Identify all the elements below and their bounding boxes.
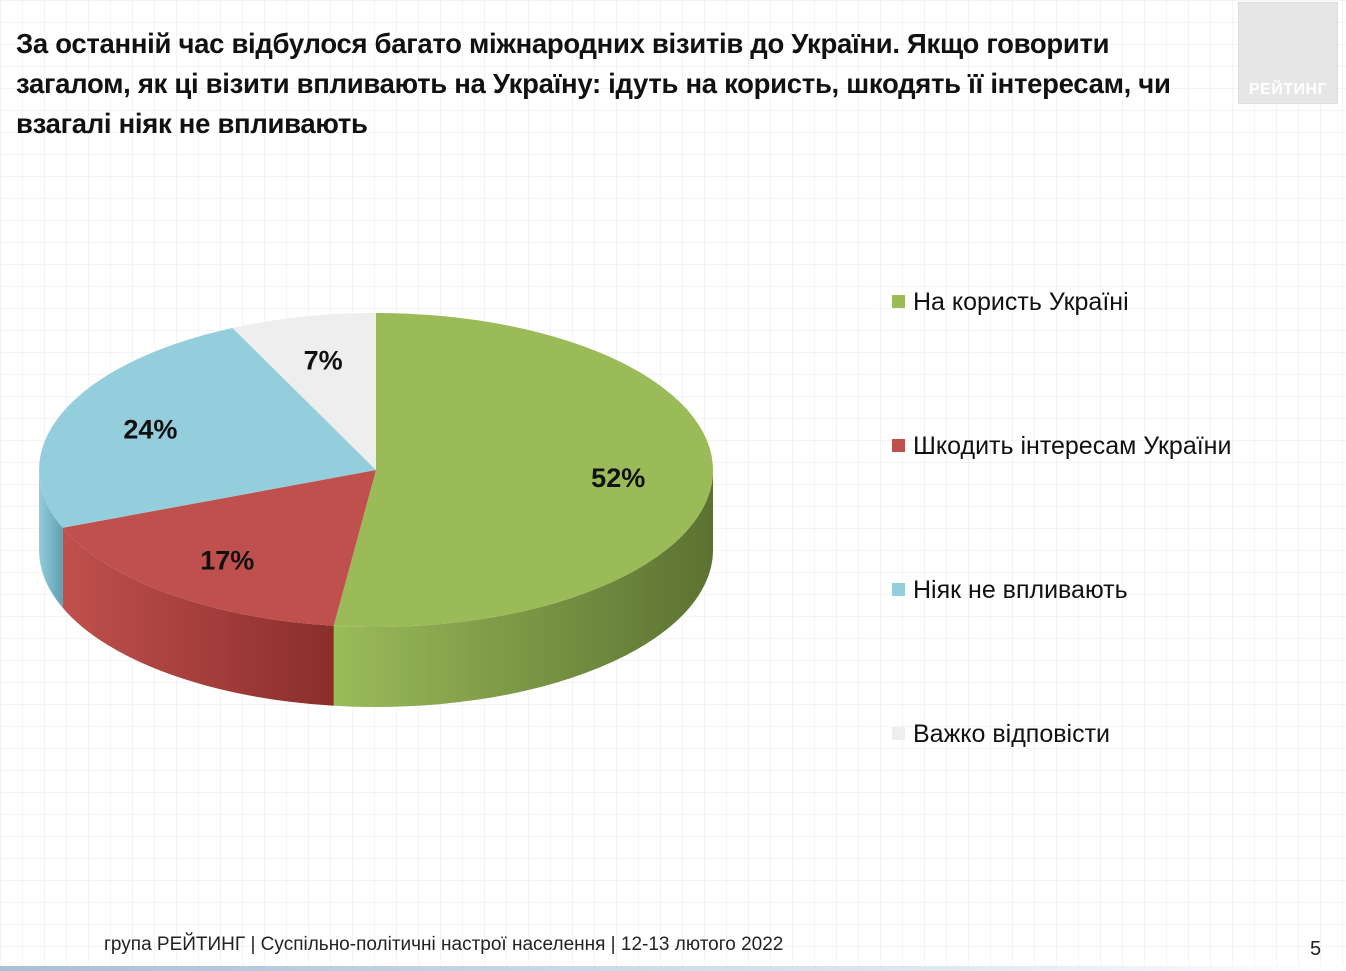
pie-slice-no-effect xyxy=(38,327,376,528)
bottom-rule xyxy=(0,966,1346,971)
pie-sides xyxy=(39,470,713,708)
pie-side-harm xyxy=(62,527,334,706)
legend-swatch-benefit xyxy=(892,295,905,308)
pie-tops xyxy=(38,313,713,627)
slice-label-no-effect: 24% xyxy=(123,414,177,444)
legend-swatch-no-effect xyxy=(892,583,905,596)
pie-slice-hard-to-say xyxy=(232,313,376,470)
legend-item-hard-to-say: Важко відповісти xyxy=(892,714,1110,754)
legend-label-hard-to-say: Важко відповісти xyxy=(913,720,1110,748)
rating-logo: РЕЙТИНГ xyxy=(1238,2,1338,104)
legend-item-harm: Шкодить інтересам України xyxy=(892,426,1231,466)
pie-slice-harm xyxy=(62,470,377,626)
legend-item-benefit: На користь Україні xyxy=(892,282,1129,322)
legend-label-benefit: На користь Україні xyxy=(913,288,1129,316)
page-number: 5 xyxy=(1310,938,1322,960)
pie-slice-benefit xyxy=(333,313,713,627)
pie-side-benefit xyxy=(333,470,713,708)
legend-swatch-harm xyxy=(892,439,905,452)
chart-title: За останній час відбулося багато міжнаро… xyxy=(16,28,1171,139)
logo-text: РЕЙТИНГ xyxy=(1248,81,1328,98)
legend-label-harm: Шкодить інтересам України xyxy=(913,432,1232,460)
slice-label-benefit: 52% xyxy=(591,463,645,493)
pie-labels: 52% 17% 24% 7% xyxy=(123,346,645,576)
pie-side-no-effect xyxy=(39,470,63,608)
legend-item-no-effect: Ніяк не впливають xyxy=(892,570,1128,610)
footer-text: група РЕЙТИНГ | Суспільно-політичні наст… xyxy=(104,934,784,955)
legend-swatch-hard-to-say xyxy=(892,727,905,740)
legend-label-no-effect: Ніяк не впливають xyxy=(913,576,1128,604)
slice-label-harm: 17% xyxy=(200,545,254,575)
slice-label-hard-to-say: 7% xyxy=(304,346,343,376)
